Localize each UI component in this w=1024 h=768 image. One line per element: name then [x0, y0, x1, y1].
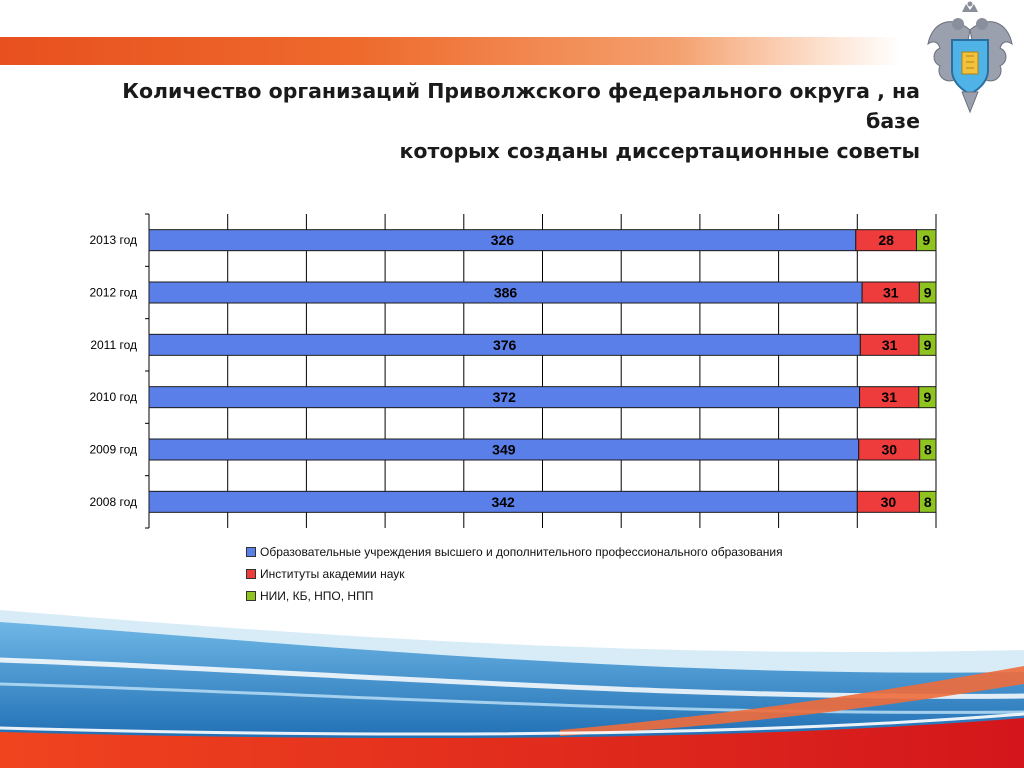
data-label: 30 — [881, 494, 897, 510]
legend-swatch — [246, 547, 256, 557]
bar-segment — [918, 281, 937, 304]
bar-segment — [918, 333, 937, 356]
data-label: 9 — [924, 337, 932, 353]
double-headed-eagle-emblem-icon — [927, 1, 1013, 114]
data-label: 372 — [493, 389, 517, 405]
legend-swatch — [246, 569, 256, 579]
legend-label: НИИ, КБ, НПО, НПП — [260, 589, 374, 603]
y-tick-label: 2013 год — [89, 233, 137, 247]
legend-item: НИИ, КБ, НПО, НПП — [246, 585, 783, 607]
data-label: 9 — [924, 389, 932, 405]
bar-segment — [918, 490, 937, 513]
title-line-2: которых созданы диссертационные советы — [399, 139, 920, 163]
data-label: 9 — [924, 285, 932, 301]
legend-label: Образовательные учреждения высшего и доп… — [260, 545, 783, 559]
data-label: 28 — [878, 232, 894, 248]
decorative-waves — [0, 610, 1024, 768]
bar-segment — [919, 438, 937, 461]
data-label: 342 — [491, 494, 515, 510]
data-label: 8 — [924, 442, 932, 458]
data-label: 376 — [493, 337, 517, 353]
data-label: 8 — [924, 494, 932, 510]
y-tick-label: 2010 год — [89, 390, 137, 404]
legend-label: Институты академии наук — [260, 567, 405, 581]
data-label: 9 — [922, 232, 930, 248]
y-tick-label: 2012 год — [89, 286, 137, 300]
bar-segment — [918, 386, 937, 409]
y-tick-label: 2008 год — [89, 495, 137, 509]
title-line-1: Количество организаций Приволжского феде… — [122, 79, 920, 133]
y-tick-label: 2009 год — [89, 443, 137, 457]
legend-swatch — [246, 591, 256, 601]
data-label: 30 — [881, 442, 897, 458]
data-label: 31 — [883, 285, 899, 301]
data-label: 386 — [494, 285, 518, 301]
chart-legend: Образовательные учреждения высшего и доп… — [246, 541, 783, 607]
page-title: Количество организаций Приволжского феде… — [100, 76, 920, 166]
chart-labels: 2013 год 326 28 9 2012 год 386 31 9 2011 год 376 3… — [89, 232, 932, 510]
y-tick-label: 2011 год — [90, 338, 137, 352]
legend-item: Образовательные учреждения высшего и доп… — [246, 541, 783, 563]
chart-bars — [148, 229, 937, 513]
legend-item: Институты академии наук — [246, 563, 783, 585]
header-orange-stripe — [0, 37, 900, 65]
chart-axis — [145, 213, 150, 529]
data-label: 31 — [881, 389, 897, 405]
chart-grid — [148, 214, 937, 528]
data-label: 31 — [882, 337, 898, 353]
data-label: 349 — [492, 442, 516, 458]
data-label: 326 — [491, 232, 515, 248]
bar-segment — [915, 229, 937, 252]
